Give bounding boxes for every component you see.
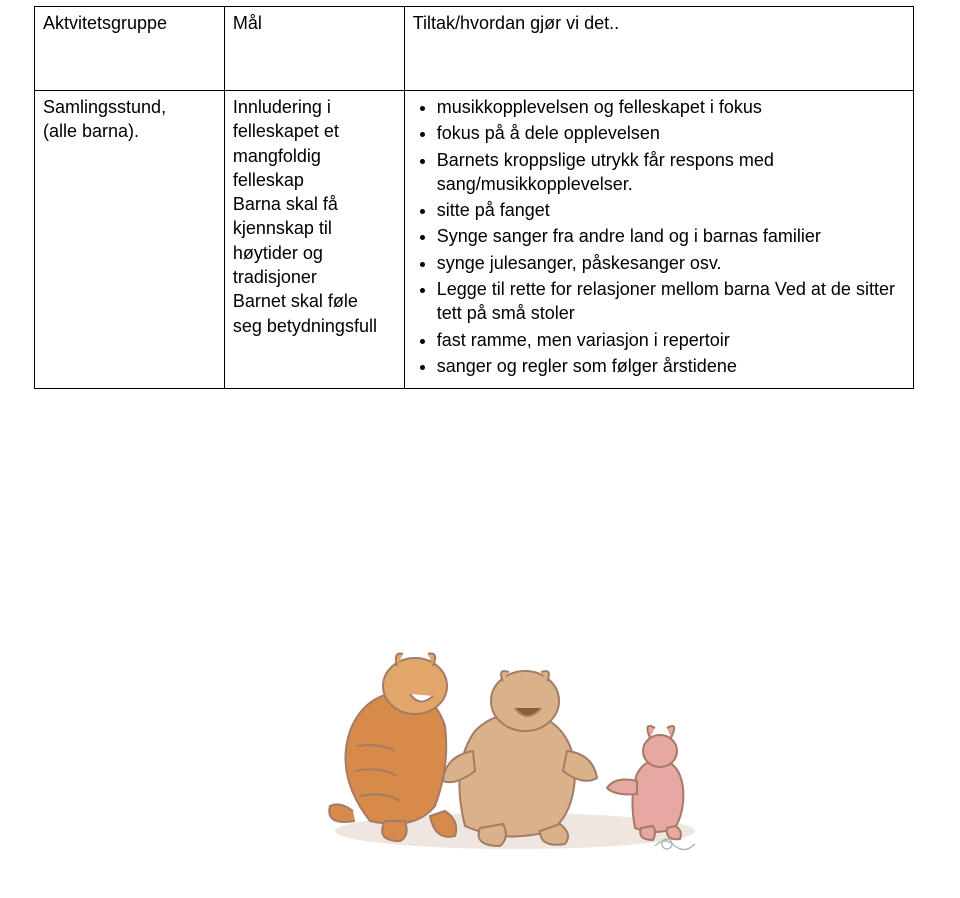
- cell-text-line: Samlingsstund,: [43, 95, 166, 119]
- list-item: fokus på å dele opplevelsen: [437, 121, 905, 145]
- cell-tiltak: musikkopplevelsen og felleskapet i fokus…: [404, 91, 913, 389]
- bullet-text: sanger og regler som følger årstidene: [437, 356, 737, 376]
- cell-aktivitetsgruppe: Samlingsstund, (alle barna).: [35, 91, 225, 389]
- activity-table: Aktvitetsgruppe Mål Tiltak/hvordan gjør …: [34, 6, 914, 389]
- bullet-text: fokus på å dele opplevelsen: [437, 123, 660, 143]
- bullet-text: sitte på fanget: [437, 200, 550, 220]
- header-text: Tiltak/hvordan gjør vi det..: [413, 13, 619, 33]
- cell-text-line: Innludering i: [233, 95, 331, 119]
- bullet-text: Synge sanger fra andre land og i barnas …: [437, 226, 821, 246]
- list-item: sitte på fanget: [437, 198, 905, 222]
- bullet-list: musikkopplevelsen og felleskapet i fokus…: [413, 95, 905, 378]
- table-header-row: Aktvitetsgruppe Mål Tiltak/hvordan gjør …: [35, 7, 914, 91]
- page: Aktvitetsgruppe Mål Tiltak/hvordan gjør …: [0, 6, 960, 898]
- list-item: musikkopplevelsen og felleskapet i fokus: [437, 95, 905, 119]
- cell-text-line: høytider og: [233, 241, 323, 265]
- bullet-text: Legge til rette for relasjoner mellom ba…: [437, 279, 895, 323]
- cell-text-line: felleskap: [233, 168, 304, 192]
- header-text: Mål: [233, 13, 262, 33]
- cell-mal: Innludering i felleskapet et mangfoldig …: [224, 91, 404, 389]
- list-item: Legge til rette for relasjoner mellom ba…: [437, 277, 905, 326]
- cell-text-line: seg betydningsfull: [233, 314, 377, 338]
- cell-text-line: felleskapet et: [233, 119, 339, 143]
- header-col-tiltak: Tiltak/hvordan gjør vi det..: [404, 7, 913, 91]
- cell-text-line: Barna skal få: [233, 192, 338, 216]
- header-text: Aktvitetsgruppe: [43, 13, 167, 33]
- bullet-text: fast ramme, men variasjon i repertoir: [437, 330, 730, 350]
- header-col-aktivitetsgruppe: Aktvitetsgruppe: [35, 7, 225, 91]
- table-row: Samlingsstund, (alle barna). Innludering…: [35, 91, 914, 389]
- list-item: fast ramme, men variasjon i repertoir: [437, 328, 905, 352]
- header-col-mal: Mål: [224, 7, 404, 91]
- cell-text-line: kjennskap til: [233, 216, 332, 240]
- bullet-text: musikkopplevelsen og felleskapet i fokus: [437, 97, 762, 117]
- cell-text-line: Barnet skal føle: [233, 289, 358, 313]
- cell-text-line: (alle barna).: [43, 119, 139, 143]
- bullet-text: synge julesanger, påskesanger osv.: [437, 253, 722, 273]
- pooh-illustration-icon: [315, 596, 735, 856]
- list-item: Synge sanger fra andre land og i barnas …: [437, 224, 905, 248]
- cell-text-line: mangfoldig: [233, 144, 321, 168]
- list-item: Barnets kroppslige utrykk får respons me…: [437, 148, 905, 197]
- list-item: sanger og regler som følger årstidene: [437, 354, 905, 378]
- bullet-text: Barnets kroppslige utrykk får respons me…: [437, 150, 774, 194]
- cell-text-line: tradisjoner: [233, 265, 317, 289]
- list-item: synge julesanger, påskesanger osv.: [437, 251, 905, 275]
